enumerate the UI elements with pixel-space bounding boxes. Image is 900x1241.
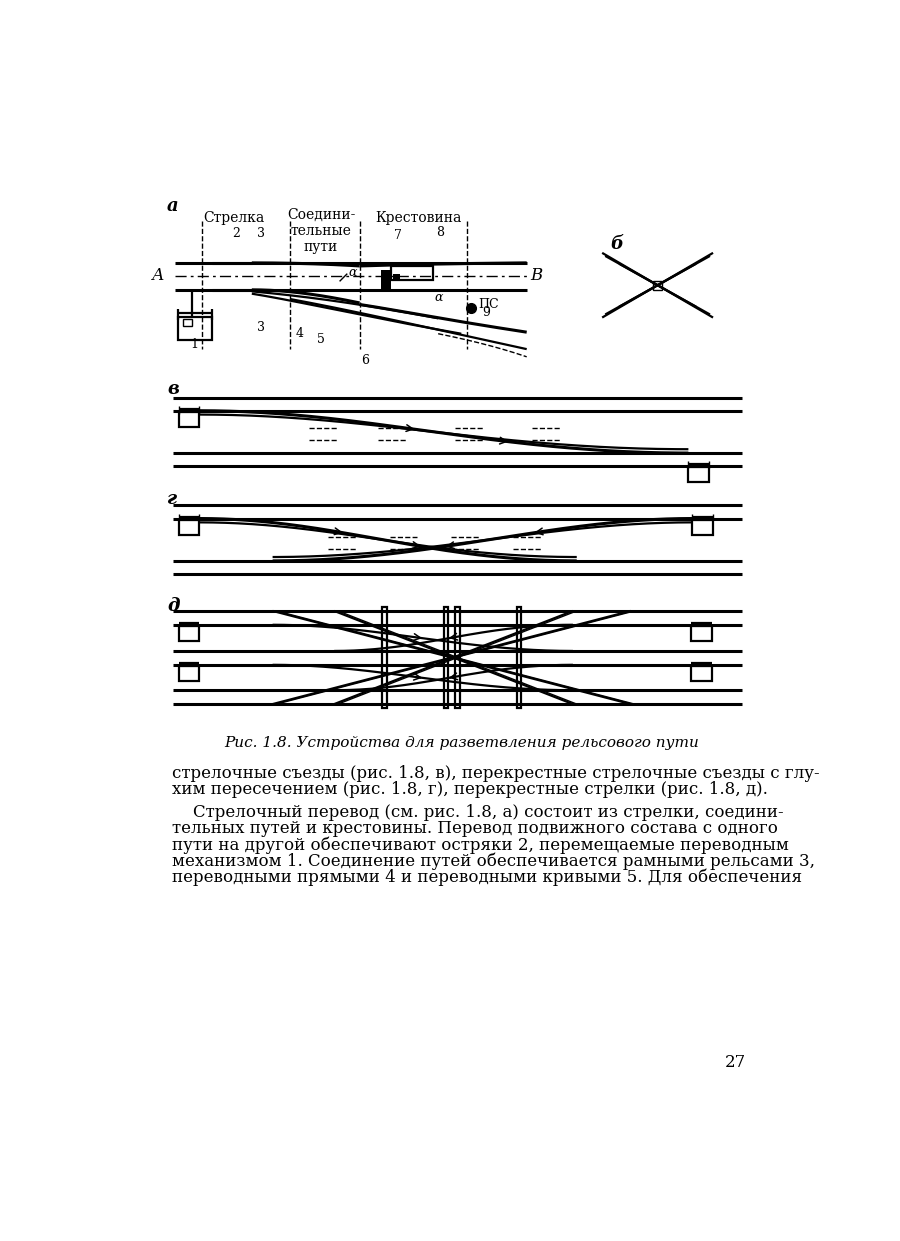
Text: а: а: [167, 196, 179, 215]
Bar: [444, 607, 448, 707]
Bar: [179, 412, 200, 427]
Text: г: г: [167, 490, 177, 508]
Text: 6: 6: [361, 354, 369, 367]
Bar: [517, 607, 521, 707]
Text: 1: 1: [191, 338, 199, 351]
Text: Стрелочный перевод (см. рис. 1.8, а) состоит из стрелки, соедини-: Стрелочный перевод (см. рис. 1.8, а) сос…: [173, 804, 784, 822]
Text: 4: 4: [295, 328, 303, 340]
Text: α: α: [349, 266, 357, 279]
Text: пути на другой обеспечивают остряки 2, перемещаемые переводным: пути на другой обеспечивают остряки 2, п…: [173, 836, 789, 854]
Text: хим пересечением (рис. 1.8, г), перекрестные стрелки (рис. 1.8, д).: хим пересечением (рис. 1.8, г), перекрес…: [173, 781, 769, 798]
Text: 5: 5: [317, 334, 325, 346]
Text: В: В: [530, 268, 543, 284]
Text: 9: 9: [482, 307, 490, 319]
Text: α: α: [435, 292, 443, 304]
Text: 27: 27: [724, 1055, 746, 1071]
Text: д: д: [167, 597, 180, 616]
Text: Стрелка: Стрелка: [203, 211, 265, 225]
Text: 2: 2: [232, 227, 240, 240]
Bar: [183, 319, 192, 326]
Bar: [393, 274, 400, 280]
Bar: [179, 520, 200, 535]
Bar: [688, 467, 709, 482]
Bar: [178, 316, 212, 340]
Text: в: в: [167, 380, 179, 398]
Text: переводными прямыми 4 и переводными кривыми 5. Для обеспечения: переводными прямыми 4 и переводными крив…: [173, 869, 803, 886]
Text: 8: 8: [436, 226, 445, 240]
Text: Крестовина: Крестовина: [375, 211, 462, 225]
Bar: [690, 627, 712, 640]
Bar: [392, 266, 433, 279]
Text: 3: 3: [257, 227, 266, 240]
Text: механизмом 1. Соединение путей обеспечивается рамными рельсами 3,: механизмом 1. Соединение путей обеспечив…: [173, 853, 815, 870]
Bar: [382, 269, 392, 290]
Text: Рис. 1.8. Устройства для разветвления рельсового пути: Рис. 1.8. Устройства для разветвления ре…: [224, 736, 698, 750]
Text: тельных путей и крестовины. Перевод подвижного состава с одного: тельных путей и крестовины. Перевод подв…: [173, 820, 778, 838]
Text: стрелочные съезды (рис. 1.8, в), перекрестные стрелочные съезды с глу-: стрелочные съезды (рис. 1.8, в), перекре…: [173, 764, 820, 782]
Text: Соедини-
тельные
пути: Соедини- тельные пути: [287, 207, 356, 254]
Text: ПС: ПС: [478, 298, 499, 311]
Text: 7: 7: [394, 228, 402, 242]
Bar: [382, 607, 387, 707]
Bar: [179, 627, 200, 640]
Bar: [179, 666, 200, 681]
Bar: [690, 666, 712, 681]
Bar: [653, 280, 662, 290]
Text: б: б: [610, 235, 623, 253]
Bar: [692, 520, 713, 535]
Text: 3: 3: [257, 321, 266, 334]
Bar: [455, 607, 460, 707]
Text: А: А: [152, 268, 165, 284]
